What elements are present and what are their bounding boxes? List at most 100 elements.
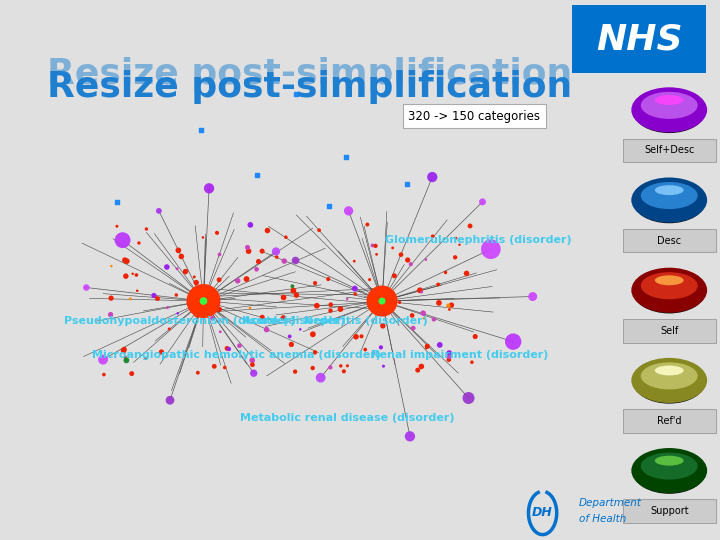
Point	[213, 275, 225, 284]
Text: Glomerulonephritis (disorder): Glomerulonephritis (disorder)	[384, 235, 572, 245]
Point	[402, 256, 413, 265]
Point	[427, 232, 438, 241]
Text: 320 -> 150 categories: 320 -> 150 categories	[408, 110, 540, 123]
Point	[176, 252, 187, 261]
Text: DH: DH	[532, 507, 553, 519]
FancyBboxPatch shape	[623, 409, 716, 433]
Point	[156, 348, 167, 356]
Point	[440, 268, 451, 277]
Point	[198, 297, 210, 306]
FancyBboxPatch shape	[572, 5, 706, 73]
Point	[251, 265, 262, 274]
Point	[270, 247, 282, 256]
Point	[311, 301, 323, 310]
Text: NHS: NHS	[595, 22, 683, 56]
Point	[130, 271, 142, 279]
Ellipse shape	[654, 275, 684, 285]
Point	[215, 327, 226, 336]
Point	[361, 220, 373, 229]
Point	[375, 343, 387, 352]
Ellipse shape	[631, 358, 707, 403]
Point	[325, 363, 336, 372]
Point	[418, 309, 429, 318]
Point	[309, 348, 320, 357]
Point	[256, 313, 268, 321]
Point	[256, 247, 268, 255]
Point	[242, 243, 253, 252]
Point	[111, 222, 122, 231]
Point	[461, 269, 472, 278]
Point	[195, 125, 207, 134]
Point	[418, 314, 430, 322]
Point	[120, 272, 132, 280]
Point	[450, 234, 462, 242]
Point	[406, 311, 418, 320]
Point	[164, 396, 176, 404]
Point	[189, 273, 200, 281]
Point	[387, 244, 398, 252]
Point	[340, 152, 351, 161]
Text: Nephritis (disorder): Nephritis (disorder)	[304, 316, 428, 326]
Text: Microangiopathic hemolytic anemia (disorder): Microangiopathic hemolytic anemia (disor…	[92, 350, 381, 360]
Point	[446, 301, 457, 309]
Point	[278, 293, 289, 302]
Ellipse shape	[641, 272, 698, 299]
Ellipse shape	[654, 95, 684, 105]
Text: Support: Support	[650, 506, 688, 516]
Point	[444, 349, 455, 357]
Point	[253, 257, 264, 266]
Point	[209, 362, 220, 370]
Point	[404, 432, 415, 441]
Point	[310, 279, 321, 287]
Ellipse shape	[633, 451, 706, 494]
Point	[247, 360, 258, 369]
Point	[443, 301, 454, 310]
Text: Self: Self	[660, 326, 678, 336]
Point	[240, 275, 252, 284]
Point	[198, 297, 210, 306]
Point	[370, 241, 382, 250]
Point	[443, 355, 454, 364]
Point	[366, 241, 378, 250]
Point	[291, 291, 302, 300]
Point	[223, 345, 235, 353]
Point	[180, 267, 192, 276]
Point	[234, 341, 246, 350]
Point	[343, 207, 354, 215]
Point	[197, 233, 209, 242]
Point	[313, 226, 325, 234]
Point	[133, 239, 145, 247]
Point	[405, 260, 417, 268]
Point	[214, 250, 225, 259]
Point	[243, 247, 254, 255]
Point	[444, 353, 455, 361]
Point	[161, 262, 173, 271]
Point	[171, 291, 182, 299]
Ellipse shape	[654, 456, 684, 465]
Point	[359, 345, 371, 354]
Point	[246, 356, 258, 364]
Point	[287, 282, 298, 291]
Point	[426, 173, 438, 181]
Point	[105, 310, 117, 319]
Point	[367, 348, 379, 357]
Point	[349, 284, 361, 293]
FancyBboxPatch shape	[623, 500, 716, 523]
Point	[244, 303, 256, 312]
Point	[338, 367, 350, 376]
Point	[307, 330, 319, 339]
Point	[119, 256, 130, 265]
Point	[350, 333, 361, 341]
Point	[377, 297, 388, 306]
Point	[307, 364, 318, 373]
Point	[140, 225, 152, 233]
Text: Resize post-simplification: Resize post-simplification	[47, 57, 572, 91]
Point	[389, 272, 400, 280]
FancyBboxPatch shape	[623, 229, 716, 252]
Point	[485, 245, 497, 253]
Point	[121, 356, 132, 364]
Ellipse shape	[631, 87, 707, 132]
Point	[348, 257, 360, 266]
Text: Resize post-simplification: Resize post-simplification	[47, 70, 572, 104]
Point	[289, 256, 301, 265]
